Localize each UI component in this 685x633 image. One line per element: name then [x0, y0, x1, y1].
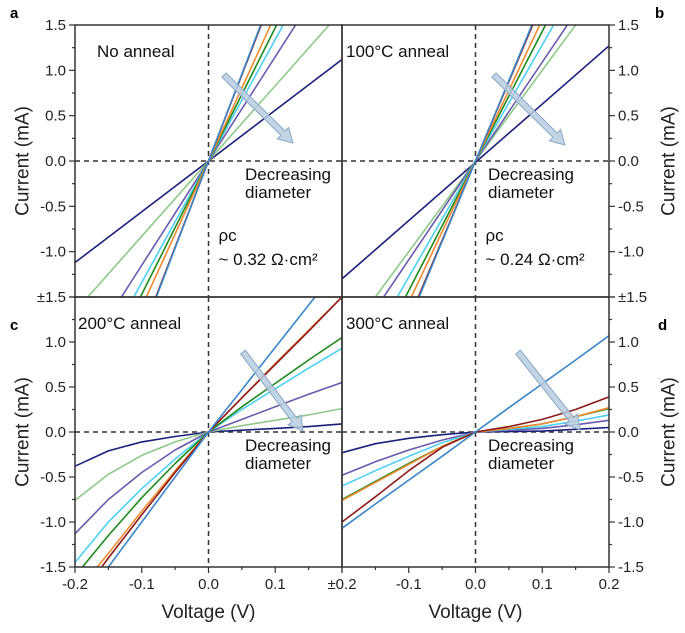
- panel-title: 100°C anneal: [346, 42, 449, 61]
- y-tick-label: 0.5: [618, 108, 639, 125]
- iv-curve-d-6: [342, 335, 609, 529]
- annotation-line2: diameter: [245, 183, 311, 202]
- annotation-line1: Decreasing: [245, 165, 331, 184]
- contact-resistivity-value: ~ 0.24 Ω·cm²: [486, 250, 585, 269]
- y-tick-label: -1.0: [40, 244, 66, 261]
- y-tick-label: -1.0: [618, 514, 644, 531]
- y-tick-label: 0.0: [45, 153, 66, 170]
- y-tick-label: -1.5: [618, 559, 644, 576]
- series-group: [75, 297, 342, 567]
- decreasing-diameter-arrow-icon: [239, 349, 304, 432]
- x-tick-label: 0.1: [532, 576, 553, 593]
- panel-title: No anneal: [97, 42, 175, 61]
- panel-title: 200°C anneal: [78, 314, 181, 333]
- y-tick-label: 0.5: [45, 108, 66, 125]
- iv-curve-b-5: [410, 25, 541, 297]
- iv-curve-b-7: [418, 25, 533, 297]
- y-tick-label: -0.5: [618, 469, 644, 486]
- panel-letter: c: [10, 317, 18, 334]
- y-tick-label: 0.0: [618, 153, 639, 170]
- panel-letter: a: [10, 5, 19, 22]
- y-tick-label: 1.5: [45, 17, 66, 34]
- y-tick-label: -0.5: [40, 198, 66, 215]
- x-tick-label: -0.1: [129, 576, 155, 593]
- annotation-line1: Decreasing: [488, 165, 574, 184]
- decreasing-diameter-arrow-icon: [491, 72, 566, 146]
- x-tick-label: ±0.2: [327, 576, 356, 593]
- decreasing-diameter-arrow-icon: [221, 72, 294, 144]
- y-tick-label: 1.5: [618, 17, 639, 34]
- y-tick-label: 0.0: [45, 424, 66, 441]
- y-tick-label: -1.0: [618, 244, 644, 261]
- iv-curve-a-7: [155, 25, 262, 297]
- panel-letter: b: [655, 5, 664, 22]
- y-tick-label: 0.0: [618, 424, 639, 441]
- y-tick-label: -0.5: [40, 469, 66, 486]
- x-tick-label: 0.0: [465, 576, 486, 593]
- contact-resistivity-value: ~ 0.32 Ω·cm²: [219, 250, 318, 269]
- annotation-line2: diameter: [245, 454, 311, 473]
- y-tick-label-shared: ±1.5: [37, 289, 66, 306]
- y-axis-title: Current (mA): [659, 106, 680, 216]
- x-tick-label: 0.1: [265, 576, 286, 593]
- contact-resistivity-label: ρc: [486, 226, 505, 245]
- y-axis-title: Current (mA): [659, 377, 680, 487]
- x-tick-label: -0.2: [62, 576, 88, 593]
- y-tick-label: -0.5: [618, 198, 644, 215]
- decreasing-diameter-arrow-icon: [515, 349, 581, 431]
- y-tick-label: 1.0: [618, 334, 639, 351]
- y-tick-label: 0.5: [45, 379, 66, 396]
- panel-title: 300°C anneal: [346, 314, 449, 333]
- series-group: [342, 25, 609, 297]
- y-tick-label: -1.0: [40, 514, 66, 531]
- y-tick-label: -1.5: [40, 559, 66, 576]
- y-axis-title: Current (mA): [13, 377, 34, 487]
- annotation-line2: diameter: [488, 454, 554, 473]
- y-tick-label-shared: ±1.5: [618, 289, 647, 306]
- y-tick-label: 1.0: [45, 334, 66, 351]
- x-axis-title: Voltage (V): [429, 602, 523, 623]
- x-tick-label: 0.0: [198, 576, 219, 593]
- y-tick-label: 1.0: [618, 62, 639, 79]
- annotation-line2: diameter: [488, 183, 554, 202]
- x-tick-label: 0.2: [599, 576, 620, 593]
- annotation-line1: Decreasing: [488, 436, 574, 455]
- iv-curve-c-7: [107, 297, 317, 567]
- y-axis-title: Current (mA): [13, 106, 34, 216]
- x-axis-title: Voltage (V): [162, 602, 256, 623]
- panel-letter: d: [658, 317, 667, 334]
- series-group: [75, 25, 342, 297]
- contact-resistivity-label: ρc: [219, 226, 238, 245]
- y-tick-label: 0.5: [618, 379, 639, 396]
- annotation-line1: Decreasing: [245, 436, 331, 455]
- y-tick-label: 1.0: [45, 62, 66, 79]
- x-tick-label: -0.1: [396, 576, 422, 593]
